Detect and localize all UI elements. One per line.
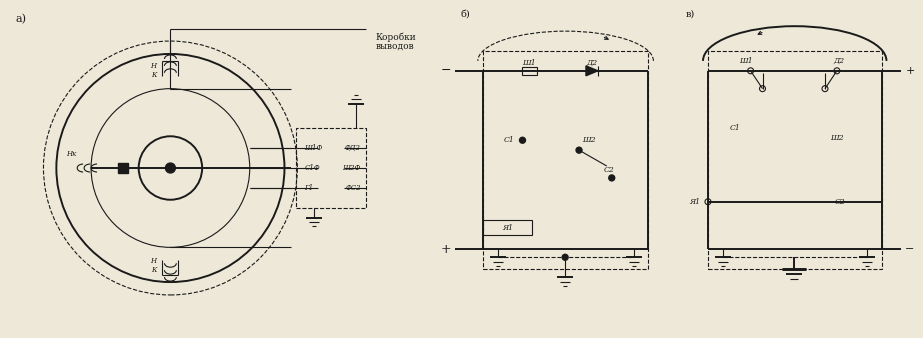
Bar <box>483 220 533 236</box>
Text: С1: С1 <box>504 136 514 144</box>
Text: С1Ф: С1Ф <box>305 164 320 172</box>
Text: +: + <box>440 243 451 256</box>
Text: Н: Н <box>150 62 157 70</box>
Text: ФС2: ФС2 <box>345 184 361 192</box>
Text: С2: С2 <box>604 166 614 174</box>
Circle shape <box>165 163 175 173</box>
Text: +: + <box>905 66 915 76</box>
Text: К: К <box>151 266 157 274</box>
Circle shape <box>562 254 569 260</box>
Bar <box>483 51 649 269</box>
Text: выводов: выводов <box>377 42 414 50</box>
Text: К: К <box>151 71 157 79</box>
Text: Ш1: Ш1 <box>522 59 536 67</box>
Text: Ш2Ф: Ш2Ф <box>342 164 361 172</box>
Bar <box>118 163 127 173</box>
Text: С2: С2 <box>834 198 845 206</box>
Text: Ш1Ф: Ш1Ф <box>305 144 322 152</box>
Circle shape <box>520 137 525 143</box>
Bar <box>296 128 366 208</box>
Bar <box>708 51 881 269</box>
Text: а): а) <box>16 14 27 25</box>
Text: Я1: Я1 <box>689 198 700 206</box>
Text: Н: Н <box>150 257 157 265</box>
Circle shape <box>609 175 615 181</box>
Text: в): в) <box>686 9 695 18</box>
Polygon shape <box>586 66 598 76</box>
Text: Д2: Д2 <box>586 59 597 67</box>
Text: Нк: Нк <box>66 150 77 158</box>
Text: −: − <box>440 64 451 77</box>
Text: Г1: Г1 <box>305 184 314 192</box>
Text: Ш1: Ш1 <box>738 57 752 65</box>
Text: Я1: Я1 <box>502 223 513 232</box>
Circle shape <box>576 147 582 153</box>
Text: Ш2: Ш2 <box>830 134 844 142</box>
Text: С1: С1 <box>729 124 740 132</box>
Text: б): б) <box>460 9 470 18</box>
Text: ФД2: ФД2 <box>345 144 361 152</box>
Text: Д2: Д2 <box>833 57 845 65</box>
Bar <box>521 67 537 75</box>
Text: Ш2: Ш2 <box>582 136 595 144</box>
Text: −: − <box>905 244 915 254</box>
Text: Коробки: Коробки <box>375 32 416 42</box>
